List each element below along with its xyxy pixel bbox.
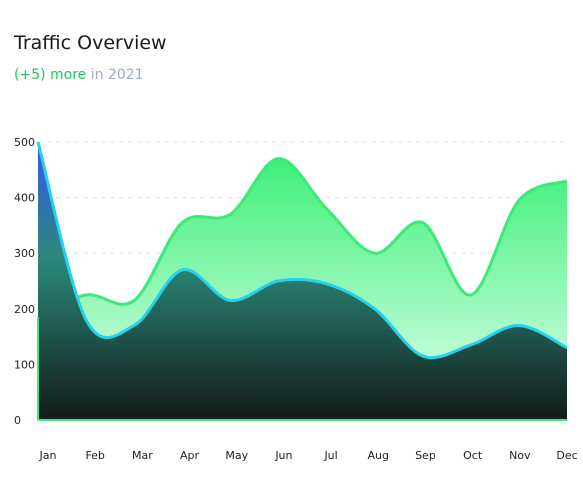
x-tick-label: Sep xyxy=(415,449,436,462)
y-tick-label: 300 xyxy=(14,247,35,260)
x-tick-label: May xyxy=(225,449,248,462)
x-tick-label: Jun xyxy=(274,449,292,462)
y-tick-label: 200 xyxy=(14,303,35,316)
x-tick-label: Aug xyxy=(368,449,389,462)
x-tick-label: Mar xyxy=(132,449,153,462)
subtitle-rest: in 2021 xyxy=(90,67,144,83)
subtitle-highlight: (+5) more xyxy=(14,67,87,83)
x-tick-label: Dec xyxy=(556,449,577,462)
x-tick-label: Feb xyxy=(85,449,104,462)
y-tick-label: 500 xyxy=(14,136,35,149)
y-tick-label: 400 xyxy=(14,192,35,205)
x-tick-label: Nov xyxy=(509,449,531,462)
area-line xyxy=(37,157,568,319)
x-tick-label: Jul xyxy=(323,449,337,462)
y-tick-label: 100 xyxy=(14,358,35,371)
x-tick-label: Oct xyxy=(463,449,483,462)
area-line xyxy=(36,141,568,360)
chart-title: Traffic Overview xyxy=(14,32,167,54)
y-tick-label: 0 xyxy=(14,414,21,427)
x-tick-label: Jan xyxy=(39,449,57,462)
x-tick-label: Apr xyxy=(180,449,200,462)
chart-subtitle: (+5) more in 2021 xyxy=(14,67,144,83)
